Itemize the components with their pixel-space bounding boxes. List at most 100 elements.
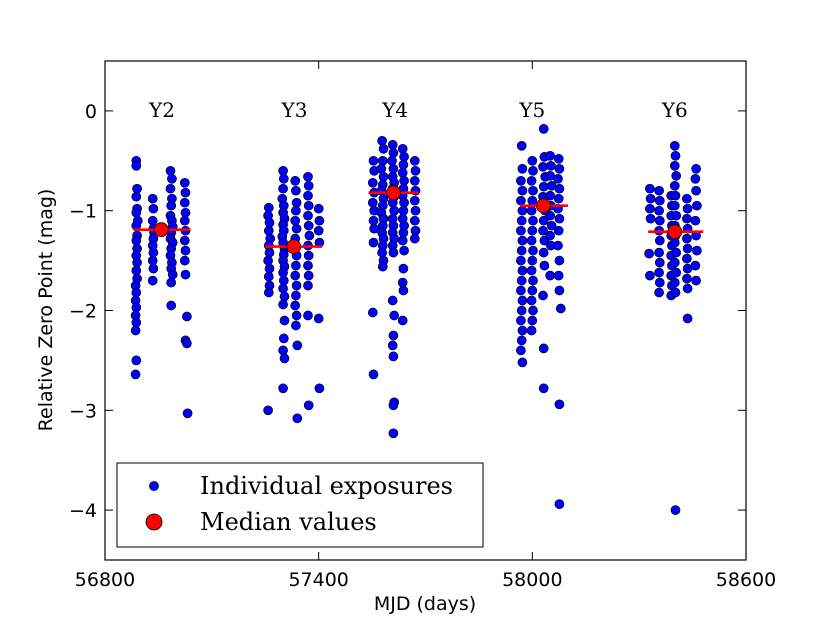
exposure-point	[263, 255, 273, 266]
exposure-point	[292, 413, 303, 424]
exposure-point	[526, 205, 537, 216]
exposure-point	[180, 187, 191, 198]
exposure-point	[368, 237, 379, 248]
exposure-point	[528, 245, 538, 256]
exposure-point	[398, 159, 409, 170]
exposure-point	[410, 205, 421, 216]
exposure-point	[545, 210, 555, 221]
exposure-point	[182, 408, 193, 419]
x-tick-label: 56800	[75, 569, 135, 591]
exposure-point	[546, 160, 556, 171]
exposure-point	[131, 355, 142, 366]
exposure-point	[682, 213, 692, 224]
y-tick-label: −1	[69, 201, 97, 223]
exposure-point	[387, 139, 398, 150]
exposure-point	[545, 190, 555, 201]
exposure-point	[291, 223, 302, 234]
exposure-point	[553, 225, 564, 236]
exposure-point	[290, 215, 301, 226]
exposure-point	[669, 200, 680, 211]
exposure-point	[388, 400, 399, 411]
exposure-point	[182, 311, 192, 322]
exposure-point	[682, 253, 692, 264]
exposure-point	[691, 275, 701, 286]
exposure-point	[165, 165, 176, 176]
exposure-point	[303, 220, 314, 231]
exposure-point	[527, 255, 538, 266]
exposure-point	[377, 155, 388, 166]
exposure-point	[517, 295, 528, 306]
exposure-point	[397, 143, 408, 154]
exposure-point	[654, 287, 664, 298]
exposure-point	[180, 207, 191, 218]
exposure-point	[291, 197, 302, 208]
exposure-point	[670, 505, 681, 515]
exposure-point	[528, 215, 538, 226]
exposure-point	[527, 195, 538, 206]
exposure-point	[654, 247, 664, 258]
exposure-point	[517, 185, 528, 196]
legend-box	[116, 462, 484, 548]
exposure-point	[278, 299, 288, 310]
exposure-point	[654, 205, 664, 216]
exposure-point	[690, 173, 701, 184]
exposure-point	[313, 203, 324, 214]
season-label-y2: Y2	[148, 98, 175, 122]
exposure-point	[554, 399, 565, 410]
exposure-point	[387, 340, 398, 351]
exposure-point	[526, 325, 537, 336]
exposure-point	[378, 171, 389, 182]
exposure-point	[545, 230, 555, 241]
exposure-point	[388, 330, 399, 341]
exposure-point	[131, 191, 142, 202]
exposure-point	[179, 215, 190, 226]
exposure-point	[165, 183, 176, 194]
exposure-point	[303, 190, 313, 201]
exposure-point	[516, 215, 527, 226]
exposure-point	[553, 153, 564, 164]
exposure-point	[516, 335, 527, 346]
exposure-point	[180, 269, 191, 280]
exposure-point	[682, 283, 693, 294]
x-axis-label: MJD (days)	[374, 593, 476, 615]
legend-label-exposures: Individual exposures	[200, 472, 453, 500]
exposure-point	[517, 357, 528, 368]
exposure-point	[148, 263, 159, 274]
exposure-point	[179, 235, 190, 246]
exposure-point	[692, 200, 702, 211]
exposure-point	[670, 190, 681, 201]
exposure-point	[528, 305, 538, 316]
exposure-point	[292, 340, 303, 351]
exposure-point	[278, 165, 288, 176]
exposure-point	[690, 260, 701, 271]
exposure-point	[291, 310, 302, 321]
exposure-point	[303, 180, 314, 191]
exposure-point	[303, 210, 313, 221]
exposure-point	[538, 124, 549, 134]
y-tick-label: 0	[85, 101, 97, 123]
exposure-point	[399, 197, 409, 208]
exposure-point	[179, 177, 190, 188]
exposure-point	[313, 313, 324, 324]
exposure-point	[669, 277, 680, 288]
x-tick-label: 57400	[288, 569, 348, 591]
exposure-point	[290, 270, 301, 281]
exposure-point	[516, 175, 526, 186]
exposure-point	[671, 210, 682, 221]
exposure-point	[290, 300, 301, 311]
exposure-point	[528, 275, 538, 286]
exposure-point	[131, 207, 142, 218]
exposure-point	[526, 265, 537, 276]
exposure-point	[670, 287, 681, 298]
exposure-point	[131, 317, 142, 328]
exposure-point	[388, 163, 399, 174]
exposure-point	[682, 273, 692, 284]
exposure-point	[263, 225, 274, 236]
exposure-point	[516, 195, 526, 206]
exposure-point	[516, 315, 526, 326]
exposure-point	[167, 269, 178, 280]
exposure-point	[263, 287, 274, 298]
exposure-point	[645, 213, 656, 224]
median-point-y6	[667, 224, 683, 240]
exposure-point	[278, 283, 288, 294]
